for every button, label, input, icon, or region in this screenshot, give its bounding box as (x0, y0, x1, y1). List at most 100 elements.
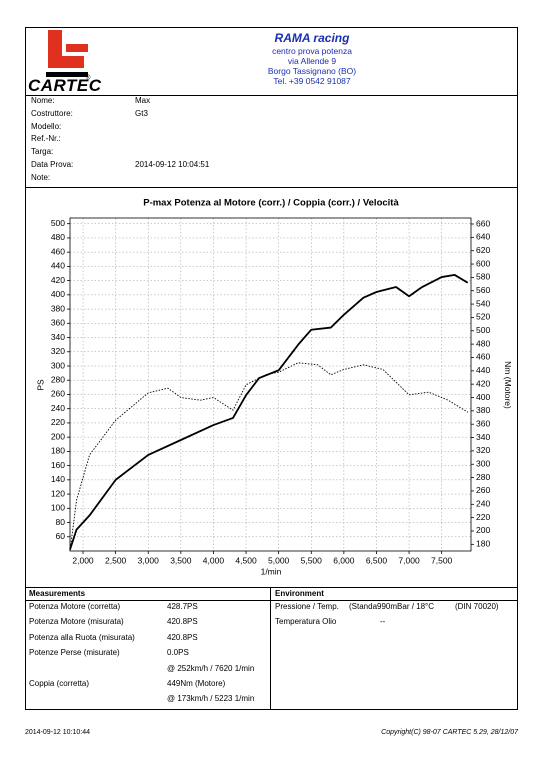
address-line: Borgo Tassignano (BO) (267, 66, 357, 76)
plot-frame (69, 217, 472, 552)
y2-tick-label: 320 (476, 445, 490, 455)
y2-tick-label: 420 (476, 378, 490, 388)
logo-shape (66, 44, 88, 52)
y-tick-label: 500 (51, 218, 65, 228)
y2-tick-label: 360 (476, 418, 490, 428)
y-tick-label: 400 (51, 289, 65, 299)
x-tick-label: 6,000 (333, 555, 355, 565)
company-name: RAMA racing (274, 31, 350, 45)
y-tick-label: 480 (51, 232, 65, 242)
x-tick-label: 5,000 (268, 555, 290, 565)
y-tick-label: 460 (51, 246, 65, 256)
y2-tick-label: 380 (476, 405, 490, 415)
y-tick-label: 180 (51, 446, 65, 456)
info-value: Gt3 (135, 108, 148, 118)
y-tick-label: 380 (51, 303, 65, 313)
logo-text: CARTEC (28, 76, 102, 95)
y2-tick-label: 180 (476, 539, 490, 549)
y2-tick-label: 440 (476, 365, 490, 375)
footer-date: 2014-09-12 10:10:44 (25, 729, 90, 736)
y-tick-label: 420 (51, 275, 65, 285)
logo: ® (46, 30, 91, 82)
y-tick-label: 140 (51, 474, 65, 484)
page-frame (25, 27, 518, 710)
x-axis-label: 1/min (261, 566, 282, 576)
y2-tick-label: 540 (476, 298, 490, 308)
logo-shape (48, 30, 84, 68)
divider (25, 587, 518, 588)
y2-axis-label: Nm (Motore) (503, 361, 513, 409)
torque-line (69, 362, 468, 552)
y2-tick-label: 480 (476, 338, 490, 348)
x-tick-label: 4,500 (235, 555, 257, 565)
x-tick-label: 2,500 (105, 555, 127, 565)
info-value: Max (135, 96, 151, 105)
y2-tick-label: 240 (476, 499, 490, 509)
info-label: Nome: (31, 96, 55, 105)
info-label: Costruttore: (31, 108, 73, 118)
y-tick-label: 320 (51, 346, 65, 356)
x-tick-label: 5,500 (301, 555, 323, 565)
x-tick-label: 6,500 (366, 555, 388, 565)
y2-tick-label: 560 (476, 285, 490, 295)
y-tick-label: 220 (51, 417, 65, 427)
chart: P-max Potenza al Motore (corr.) / Coppia… (35, 198, 513, 577)
env-note: (DIN 70020) (455, 602, 499, 611)
y-tick-label: 160 (51, 460, 65, 470)
measure-value: 0.0PS (167, 648, 189, 658)
address-line: Tel. +39 0542 91087 (273, 76, 351, 86)
y-tick-label: 100 (51, 503, 65, 513)
x-tick-label: 3,000 (138, 555, 160, 565)
y-tick-label: 260 (51, 389, 65, 399)
x-tick-label: 7,000 (398, 555, 420, 565)
info-value: 2014-09-12 10:04:51 (135, 160, 210, 169)
measure-value: 449Nm (Motore) (167, 679, 226, 688)
info-label: Ref.-Nr.: (31, 134, 61, 144)
y-tick-label: 300 (51, 360, 65, 370)
y2-tick-label: 200 (476, 525, 490, 535)
measure-label: Potenza alla Ruota (misurata) (29, 632, 135, 642)
measure-value: 420.8PS (167, 632, 198, 642)
y2-tick-label: 640 (476, 232, 490, 242)
y-tick-label: 280 (51, 374, 65, 384)
logo-registered: ® (86, 75, 91, 82)
env-label: Pressione / Temp. (275, 602, 339, 611)
measure-value: 420.8PS (167, 617, 198, 627)
info-label: Targa: (31, 147, 54, 157)
y2-tick-label: 460 (476, 352, 490, 362)
divider (25, 187, 518, 188)
x-tick-label: 3,500 (170, 555, 192, 565)
measure-label: Potenza Motore (misurata) (29, 617, 124, 627)
x-tick-label: 4,000 (203, 555, 225, 565)
y-tick-label: 60 (56, 531, 66, 541)
y2-tick-label: 300 (476, 458, 490, 468)
y-tick-label: 200 (51, 431, 65, 441)
info-label: Data Prova: (31, 160, 74, 169)
measure-label: Coppia (corretta) (29, 679, 90, 688)
power-line (69, 274, 469, 550)
y2-tick-label: 280 (476, 472, 490, 482)
y2-tick-label: 500 (476, 325, 490, 335)
measure-label: Potenze Perse (misurate) (29, 648, 120, 658)
info-label: Modello: (31, 121, 62, 131)
env-label: Temperatura Olio (275, 617, 337, 627)
y-tick-label: 340 (51, 332, 65, 342)
chart-title: P-max Potenza al Motore (corr.) / Coppia… (143, 198, 399, 209)
address-line: via Allende 9 (287, 56, 337, 66)
footer-copyright: Copyright(C) 98-07 CARTEC 5.29, 28/12/07 (381, 729, 518, 736)
measure-value: 428.7PS (167, 602, 198, 611)
y2-tick-label: 220 (476, 512, 490, 522)
measure-value: @ 252km/h / 7620 1/min (167, 663, 255, 673)
env-value: -- (380, 617, 386, 627)
y-tick-label: 80 (56, 517, 66, 527)
company-address: centro prova potenza via Allende 9 Borgo T… (200, 46, 424, 86)
y-tick-label: 120 (51, 488, 65, 498)
section-title: Environment (275, 589, 324, 598)
measure-value: @ 173km/h / 5223 1/min (167, 694, 255, 704)
x-tick-label: 2,000 (72, 555, 94, 565)
y2-tick-label: 340 (476, 432, 490, 442)
y-tick-label: 440 (51, 261, 65, 271)
y2-tick-label: 520 (476, 312, 490, 322)
info-label: Note: (31, 172, 51, 182)
